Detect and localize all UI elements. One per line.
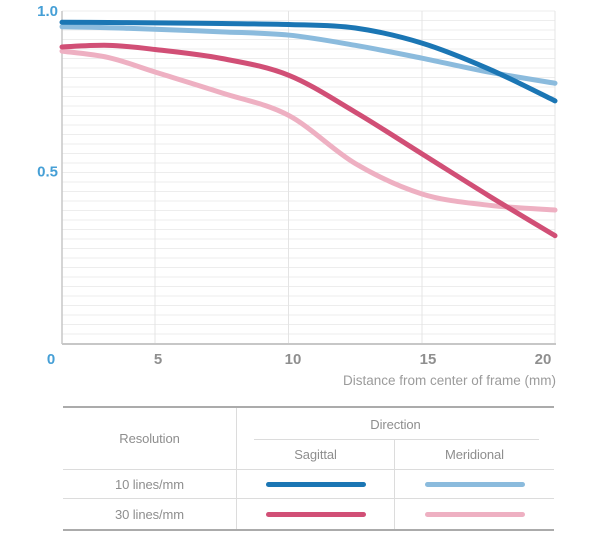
legend-swatch-cell (395, 470, 554, 499)
curve-10-lines-mm-meridional (59, 24, 558, 86)
resolution-header: Resolution (63, 408, 237, 470)
x-axis-title: Distance from center of frame (mm) (343, 373, 556, 388)
curve-30-lines-mm-meridional (59, 48, 558, 213)
row-30lines-label: 30 lines/mm (63, 499, 237, 529)
legend-line-10-sagittal (265, 481, 366, 487)
x-tick-label: 10 (285, 351, 302, 368)
legend-swatch-cell (237, 470, 395, 499)
sagittal-column-header: Sagittal (237, 440, 395, 470)
direction-header-label: Direction (370, 416, 421, 432)
x-tick-label: 20 (535, 351, 552, 368)
row-10lines-label: 10 lines/mm (63, 470, 237, 499)
legend-line-10-meridional (424, 481, 525, 487)
legend-swatch-cell (395, 499, 554, 529)
y-tick-label: 0.5 (37, 164, 58, 181)
x-tick-label: 15 (420, 351, 437, 368)
direction-underline (254, 439, 539, 440)
y-tick-label: 1.0 (37, 3, 58, 20)
direction-header: Direction (237, 408, 554, 440)
x-tick-label: 5 (154, 351, 162, 368)
legend-line-30-sagittal (265, 511, 366, 517)
legend-swatch-cell (237, 499, 395, 529)
meridional-column-header: Meridional (395, 440, 554, 470)
legend-table: Resolution Direction Sagittal Meridional… (63, 406, 554, 531)
curve-30-lines-mm-sagittal (59, 42, 558, 239)
x-tick-label: 0 (47, 351, 55, 368)
legend-line-30-meridional (424, 511, 525, 517)
curve-10-lines-mm-sagittal (59, 19, 558, 104)
mtf-chart: 1.0 0.5 0 5 10 15 20 Distance from center of fr… (37, 3, 558, 388)
